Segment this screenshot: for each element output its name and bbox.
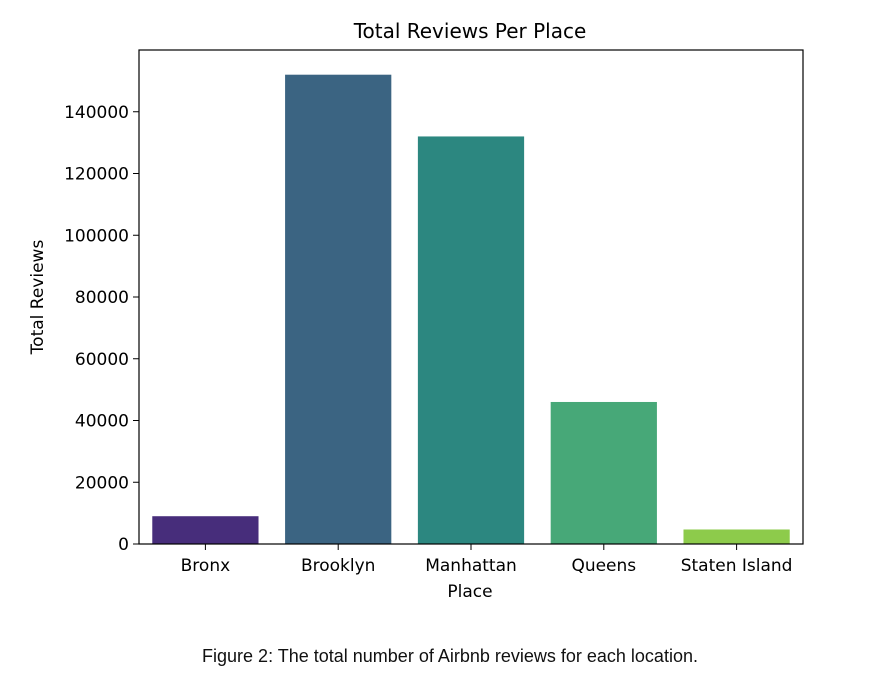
bars-group — [152, 74, 790, 544]
bar-bronx — [152, 516, 259, 544]
x-axis: Bronx Brooklyn Manhattan Queens Staten Islan… — [181, 544, 793, 576]
bar-staten-island — [683, 529, 790, 544]
bar-queens — [550, 401, 657, 544]
y-tick-label: 20000 — [75, 473, 129, 493]
y-tick-label: 0 — [118, 535, 129, 555]
y-axis-label: Total Reviews — [28, 240, 48, 356]
figure-caption: Figure 2: The total number of Airbnb rev… — [202, 646, 698, 666]
y-tick-label: 80000 — [75, 288, 129, 308]
y-tick-label: 40000 — [75, 412, 129, 432]
x-tick-label: Brooklyn — [301, 556, 375, 576]
plot-frame — [138, 49, 804, 545]
bar-chart: Total Reviews Per Place 0 20000 40000 60000… — [28, 19, 804, 602]
chart-title: Total Reviews Per Place — [353, 19, 587, 43]
y-axis: 0 20000 40000 60000 80000 100000 120000 140000 — [64, 103, 139, 555]
x-axis-label: Place — [447, 582, 492, 602]
y-tick-label: 120000 — [64, 165, 129, 185]
x-tick-label: Staten Island — [681, 556, 793, 576]
bar-manhattan — [417, 136, 525, 544]
y-tick-label: 100000 — [64, 226, 129, 246]
x-tick-label: Manhattan — [425, 556, 517, 576]
y-tick-label: 60000 — [75, 350, 129, 370]
x-tick-label: Queens — [571, 556, 636, 576]
bar-brooklyn — [285, 74, 392, 544]
x-tick-label: Bronx — [181, 556, 231, 576]
y-tick-label: 140000 — [64, 103, 129, 123]
